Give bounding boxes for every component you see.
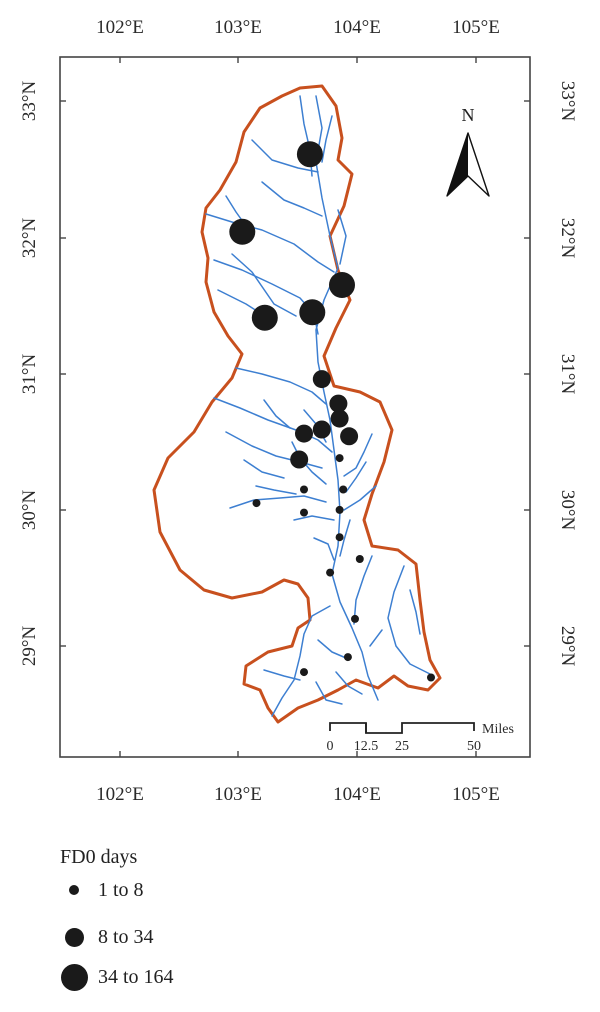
station-marker [312,370,331,389]
bottom-lon-label-105: 105°E [452,784,500,805]
legend-small-dot [69,885,79,895]
right-lat-label-29: 29°N [557,626,578,667]
bottom-lon-label-103: 103°E [214,784,262,805]
left-lat-label-32: 32°N [19,218,40,259]
scale-bar [329,722,475,734]
station-marker [300,668,308,677]
right-lat-label-33: 33°N [557,81,578,122]
bottom-lon-label-104: 104°E [333,784,381,805]
right-lat-label-30: 30°N [557,490,578,531]
station-marker [351,614,359,623]
station-marker [299,299,326,326]
top-lon-label-103: 103°E [214,17,262,38]
top-lon-label-102: 102°E [96,17,144,38]
left-lat-label-33: 33°N [19,81,40,122]
north-arrow: N [446,105,490,197]
river-network [205,95,431,717]
station-layer [229,141,435,682]
station-marker [427,673,435,682]
legend-title: FD0 days [60,846,138,868]
legend-label-medium: 8 to 34 [98,925,154,948]
scale-bar-tick-0: 0 [327,739,334,754]
station-marker [339,485,348,494]
top-lon-label-105: 105°E [452,17,500,38]
station-marker [229,218,256,245]
legend-label-small: 1 to 8 [98,878,144,901]
top-lon-label-104: 104°E [333,17,381,38]
station-marker [330,409,349,428]
legend-row-large: 34 to 164 [60,963,174,991]
legend-row-medium: 8 to 34 [60,923,154,951]
left-lat-label-31: 31°N [19,354,40,395]
station-marker [290,450,309,469]
station-marker [312,420,331,439]
station-marker [329,394,348,413]
station-marker [300,485,308,494]
scale-bar-tick-12-5: 12.5 [354,739,379,754]
station-marker [300,508,308,517]
scale-bar-tick-25: 25 [395,739,409,754]
legend-large-dot [60,963,88,991]
scale-bar-unit: Miles [482,722,514,737]
legend-medium-dot [64,927,84,947]
station-marker [252,499,261,508]
station-marker [335,454,344,463]
bottom-lon-label-102: 102°E [96,784,144,805]
left-lat-label-30: 30°N [19,490,40,531]
station-marker [335,505,344,514]
north-arrow-label: N [462,105,475,125]
station-marker [355,555,364,563]
graticule-ticks [60,57,530,757]
legend: FD0 days 1 to 8 8 to 34 34 to 164 [60,846,360,996]
station-marker [295,424,313,443]
legend-row-small: 1 to 8 [60,876,144,904]
station-marker [340,427,359,446]
station-marker [329,272,355,298]
station-marker [251,304,278,331]
station-marker [343,653,352,662]
left-lat-label-29: 29°N [19,626,40,667]
right-lat-label-32: 32°N [557,218,578,259]
station-marker [326,568,335,577]
map-figure: 102°E 103°E 104°E 105°E 102°E 103°E 104°… [19,17,578,805]
station-marker [296,141,323,168]
station-marker [335,533,344,542]
legend-label-large: 34 to 164 [98,965,174,988]
scale-bar-tick-50: 50 [467,739,481,754]
right-lat-label-31: 31°N [557,354,578,395]
